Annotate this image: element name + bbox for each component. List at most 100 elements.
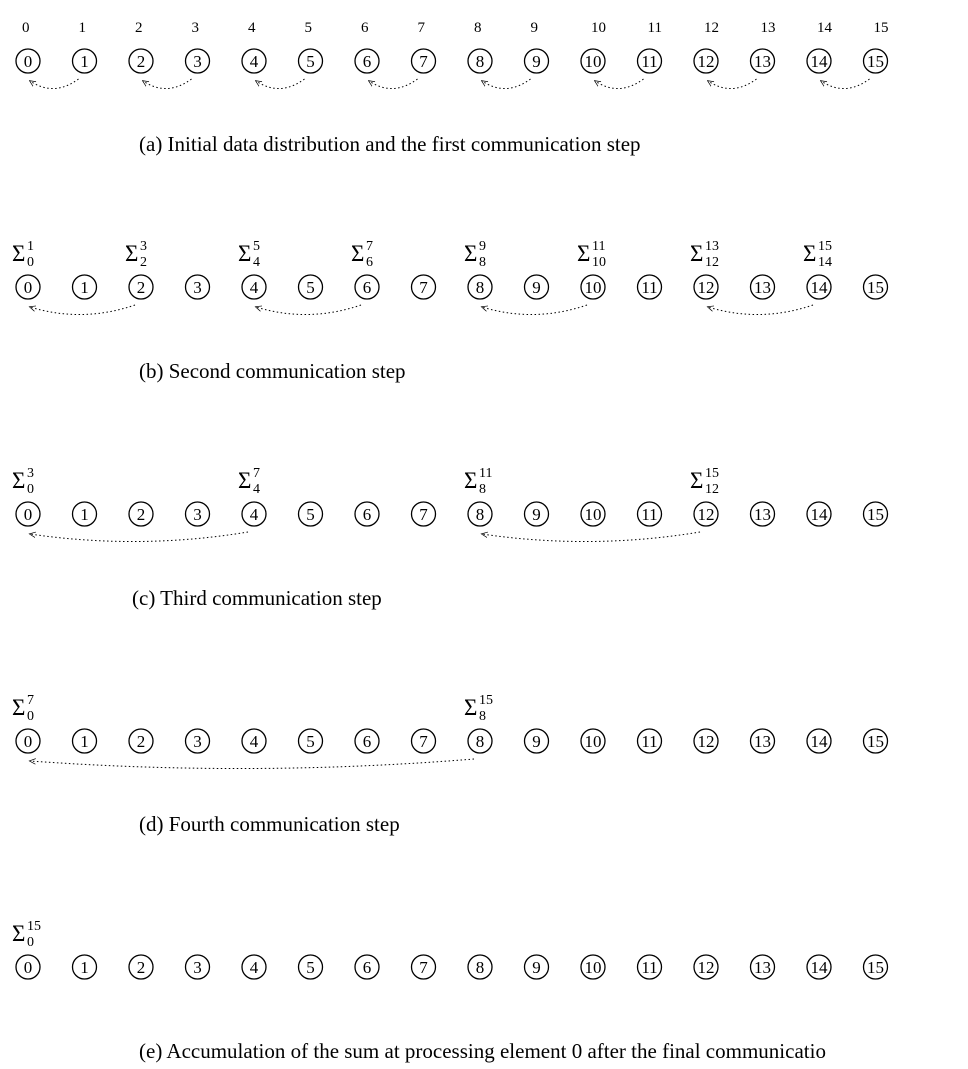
node-circle bbox=[636, 48, 663, 74]
node-circle bbox=[410, 728, 437, 754]
node-circle bbox=[410, 954, 437, 980]
node-label: 13 bbox=[754, 958, 771, 977]
sum-upper-index: 5 bbox=[253, 239, 260, 254]
panel-d: 0 1 2 3 4 5 6 7 8 9 10 11 12 13 14 15Σ 70 Σ 158(d) Fourth … bbox=[12, 693, 889, 836]
node-label: 9 bbox=[532, 732, 541, 751]
index-label: 12 bbox=[704, 20, 719, 36]
partial-sum-label: Σ 74 bbox=[238, 466, 260, 497]
node-circle bbox=[15, 274, 41, 300]
partial-sum-label: Σ 54 bbox=[238, 239, 260, 270]
sum-lower-index: 8 bbox=[479, 709, 486, 724]
processing-element-node: 13 bbox=[749, 954, 776, 980]
node-label: 6 bbox=[363, 278, 372, 297]
node-circle bbox=[71, 728, 98, 754]
node-circle bbox=[241, 48, 267, 74]
partial-sum-label: Σ 150 bbox=[12, 919, 41, 950]
node-circle bbox=[354, 501, 380, 527]
processing-element-node: 1 bbox=[71, 954, 98, 980]
node-circle bbox=[410, 501, 437, 527]
index-label: 5 bbox=[305, 20, 313, 36]
node-circle bbox=[128, 501, 154, 527]
sum-upper-index: 15 bbox=[705, 466, 719, 481]
node-label: 9 bbox=[532, 958, 541, 977]
node-circle bbox=[523, 274, 550, 300]
node-circle bbox=[15, 954, 41, 980]
processing-element-node: 0 bbox=[15, 501, 41, 527]
processing-element-node: 2 bbox=[128, 48, 154, 74]
node-circle bbox=[15, 501, 41, 527]
node-label: 15 bbox=[867, 958, 884, 977]
node-circle bbox=[862, 954, 889, 980]
node-circle bbox=[523, 48, 550, 74]
node-label: 2 bbox=[137, 958, 146, 977]
node-label: 8 bbox=[476, 505, 485, 524]
processing-element-node: 11 bbox=[636, 48, 663, 74]
processing-element-node: 9 bbox=[523, 274, 550, 300]
node-label: 14 bbox=[811, 732, 829, 751]
sum-lower-index: 0 bbox=[27, 255, 34, 270]
node-circle bbox=[184, 501, 211, 527]
processing-element-node: 2 bbox=[128, 274, 154, 300]
node-label: 11 bbox=[641, 52, 657, 71]
sigma-symbol: Σ bbox=[351, 241, 364, 266]
node-label: 8 bbox=[476, 52, 485, 71]
node-label: 10 bbox=[585, 278, 602, 297]
processing-element-node: 6 bbox=[354, 954, 380, 980]
processing-element-node: 9 bbox=[523, 954, 550, 980]
node-label: 12 bbox=[698, 278, 715, 297]
processing-element-node: 3 bbox=[184, 501, 211, 527]
node-circle bbox=[241, 274, 267, 300]
node-label: 10 bbox=[585, 732, 602, 751]
node-circle bbox=[806, 501, 832, 527]
transfer-arrow bbox=[30, 78, 79, 89]
sum-lower-index: 0 bbox=[27, 935, 34, 950]
processing-element-node: 4 bbox=[241, 954, 267, 980]
processing-element-node: 4 bbox=[241, 274, 267, 300]
processing-element-node: 9 bbox=[523, 501, 550, 527]
node-label: 6 bbox=[363, 958, 372, 977]
index-label: 15 bbox=[874, 20, 889, 36]
sum-upper-index: 7 bbox=[366, 239, 373, 254]
node-label: 10 bbox=[585, 505, 602, 524]
node-label: 7 bbox=[419, 52, 428, 71]
node-circle bbox=[862, 48, 889, 74]
node-label: 11 bbox=[641, 732, 657, 751]
node-label: 14 bbox=[811, 52, 829, 71]
partial-sum-label: Σ 118 bbox=[464, 466, 492, 497]
processing-element-node: 3 bbox=[184, 728, 211, 754]
node-circle bbox=[128, 954, 154, 980]
node-label: 5 bbox=[306, 278, 315, 297]
sum-lower-index: 12 bbox=[705, 255, 719, 270]
index-label: 9 bbox=[531, 20, 539, 36]
processing-element-node: 15 bbox=[862, 501, 889, 527]
node-label: 3 bbox=[193, 505, 202, 524]
node-label: 1 bbox=[80, 958, 89, 977]
node-circle bbox=[128, 728, 154, 754]
node-circle bbox=[693, 48, 719, 74]
node-label: 6 bbox=[363, 52, 372, 71]
processing-element-node: 1 bbox=[71, 501, 98, 527]
sum-upper-index: 7 bbox=[27, 693, 34, 708]
node-circle bbox=[749, 501, 776, 527]
partial-sum-label: Σ 98 bbox=[464, 239, 486, 270]
processing-element-node: 0 bbox=[15, 48, 41, 74]
sigma-symbol: Σ bbox=[12, 921, 25, 946]
node-circle bbox=[523, 501, 550, 527]
node-label: 7 bbox=[419, 958, 428, 977]
node-circle bbox=[862, 728, 889, 754]
index-label: 7 bbox=[418, 20, 426, 36]
sum-upper-index: 1 bbox=[27, 239, 34, 254]
node-label: 10 bbox=[585, 52, 602, 71]
node-label: 15 bbox=[867, 52, 884, 71]
panel-caption: (b) Second communication step bbox=[139, 359, 406, 383]
node-label: 4 bbox=[250, 278, 259, 297]
node-label: 1 bbox=[80, 278, 89, 297]
node-label: 0 bbox=[24, 958, 33, 977]
sum-lower-index: 0 bbox=[27, 482, 34, 497]
node-circle bbox=[184, 728, 211, 754]
node-circle bbox=[636, 274, 663, 300]
node-label: 10 bbox=[585, 958, 602, 977]
